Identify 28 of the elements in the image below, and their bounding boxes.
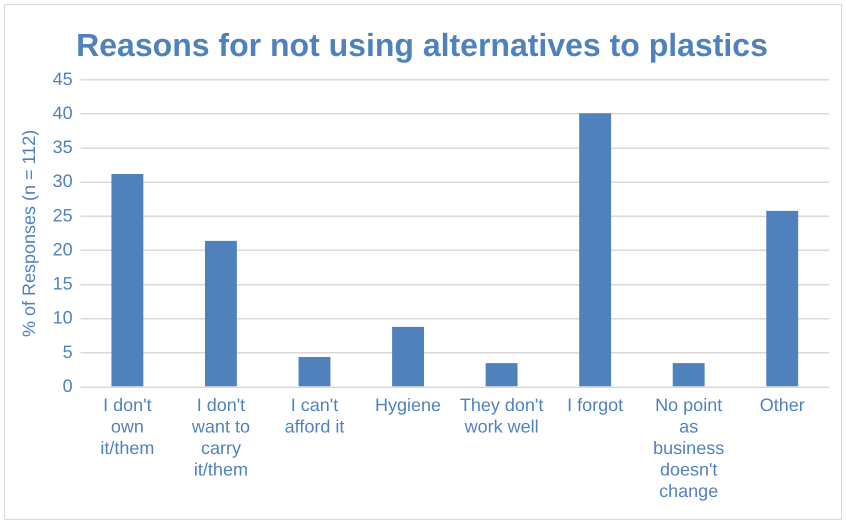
y-tick-label: 35 (52, 137, 73, 158)
y-tick-label: 40 (52, 102, 73, 123)
x-tick-label: I can't afford it (284, 394, 344, 436)
y-tick-label: 0 (62, 376, 73, 396)
y-tick-label: 10 (52, 308, 73, 328)
bar (298, 356, 330, 386)
x-tick-label: I don't own it/them (100, 394, 154, 458)
bar (672, 363, 705, 386)
y-tick-label: 45 (52, 68, 73, 89)
x-tick-label: Other (760, 394, 805, 415)
y-tick-label: 25 (52, 205, 73, 226)
x-tick-label: No point as business doesn't change (653, 394, 724, 502)
x-tick-label: I forgot (567, 394, 624, 415)
bar (392, 326, 424, 386)
y-axis-title: % of Responses (n = 112) (18, 130, 39, 338)
bar (204, 240, 237, 386)
chart-title: Reasons for not using alternatives to plastics (76, 27, 768, 64)
y-tick-label: 5 (62, 342, 73, 362)
x-tick-label: Hygiene (375, 394, 442, 415)
bar (111, 174, 144, 386)
y-tick-label: 30 (52, 171, 73, 192)
x-tick-label: I don't want to carry it/them (190, 394, 250, 480)
bar (766, 210, 798, 386)
y-tick-label: 15 (52, 274, 73, 294)
x-tick-label: They don't work well (460, 394, 544, 436)
y-tick-label: 20 (52, 239, 73, 260)
bar (486, 363, 518, 386)
bar (579, 113, 612, 386)
